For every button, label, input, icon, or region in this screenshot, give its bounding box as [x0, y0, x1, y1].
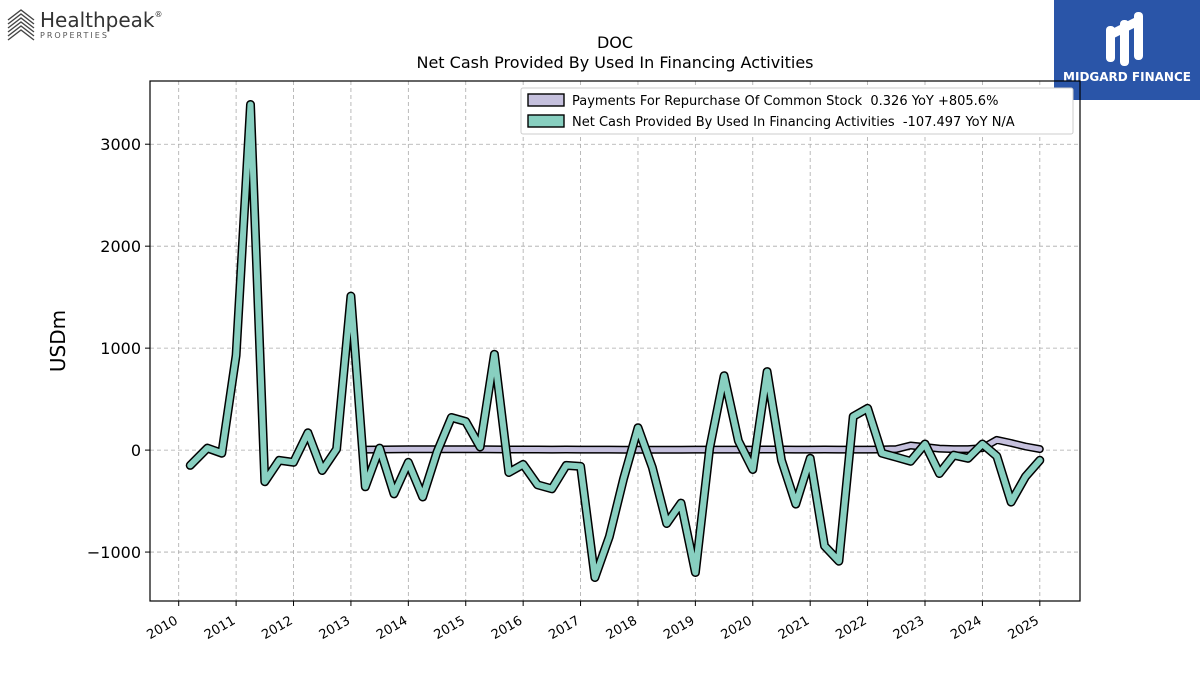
- net-cash-financing-series-line-fill: [187, 101, 1043, 581]
- x-tick-label: 2018: [604, 613, 640, 643]
- x-tick-label: 2014: [374, 613, 410, 643]
- payments-repurchase-series-line: [361, 435, 1044, 454]
- x-tick-label: 2019: [661, 613, 697, 643]
- y-axis-label: USDm: [46, 310, 70, 372]
- x-tick-label: 2016: [489, 613, 525, 643]
- y-tick-label: 2000: [100, 237, 141, 256]
- legend-box: [520, 87, 1074, 135]
- registered-mark: ®: [154, 10, 163, 19]
- chart-subtitle: Net Cash Provided By Used In Financing A…: [416, 53, 814, 72]
- healthpeak-name: Healthpeak: [40, 8, 155, 32]
- y-tick-label: −1000: [87, 543, 141, 562]
- x-tick-label: 2020: [719, 613, 755, 643]
- legend: Payments For Repurchase Of Common Stock …: [520, 87, 1074, 135]
- healthpeak-sub: PROPERTIES: [40, 31, 109, 40]
- chart-title: DOC: [596, 33, 634, 52]
- x-tick-label: 2012: [259, 613, 295, 643]
- y-tick-label: 0: [131, 441, 141, 460]
- legend-swatch-payments: [527, 93, 565, 107]
- x-tick-label: 2024: [948, 613, 984, 643]
- healthpeak-logo: Healthpeak® PROPERTIES: [6, 6, 163, 44]
- legend-label-financing: Net Cash Provided By Used In Financing A…: [572, 115, 1015, 130]
- x-tick-label: 2010: [145, 613, 181, 643]
- y-tick-label: 3000: [100, 135, 141, 154]
- healthpeak-mark-icon: [7, 9, 35, 41]
- x-tick-label: 2025: [1006, 613, 1042, 643]
- x-tick-label: 2022: [833, 613, 869, 643]
- legend-swatch-financing: [527, 114, 565, 128]
- midgard-mark-icon: [1106, 12, 1143, 66]
- x-tick-label: 2015: [432, 613, 468, 643]
- plot-frame: [149, 80, 1081, 602]
- net-cash-financing-series-line: [185, 100, 1045, 582]
- x-tick-label: 2017: [546, 613, 582, 643]
- midgard-finance-logo: MIDGARD FINANCE: [1054, 0, 1200, 100]
- midgard-name: MIDGARD FINANCE: [1063, 70, 1191, 84]
- x-tick-label: 2011: [202, 613, 238, 643]
- x-tick-label: 2021: [776, 613, 812, 643]
- x-tick-label: 2023: [891, 613, 927, 643]
- y-tick-label: 1000: [100, 339, 141, 358]
- x-tick-label: 2013: [317, 613, 353, 643]
- legend-label-payments: Payments For Repurchase Of Common Stock …: [572, 94, 998, 109]
